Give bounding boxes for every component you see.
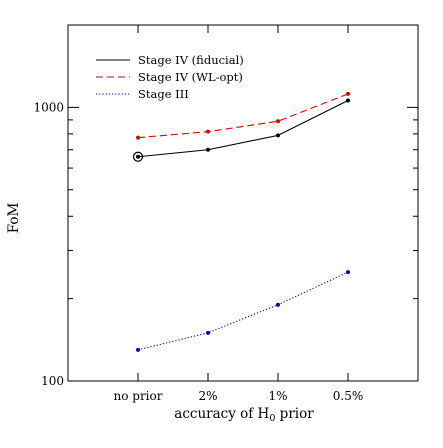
series-1-point-2 [276, 119, 280, 124]
x-axis-title-tail: prior [275, 406, 314, 422]
plot-frame [67, 24, 419, 382]
series-0-point-1 [206, 147, 210, 152]
series-1-point-1 [206, 129, 210, 134]
y-tick-label-0: 100 [41, 374, 64, 388]
series-0-point-3 [346, 98, 350, 103]
x-tick-label-0: no prior [114, 389, 163, 403]
series-0-point-0-ring [132, 151, 144, 162]
series-line-2 [137, 271, 349, 351]
series-2-point-2 [276, 302, 280, 307]
series-0-point-2 [276, 133, 280, 138]
legend-label-1: Stage IV (WL-opt) [138, 70, 243, 84]
series-line-0 [137, 99, 349, 158]
y-tick-label-1: 1000 [33, 100, 64, 114]
series-1-point-3 [346, 91, 350, 96]
series-line-1 [137, 93, 349, 139]
x-axis-title-main: accuracy of H [174, 406, 269, 422]
x-axis-title: accuracy of H0 prior [174, 406, 314, 424]
y-axis-title: FoM [6, 203, 22, 234]
series-2-point-1 [206, 330, 210, 335]
legend-label-2: Stage III [138, 87, 189, 101]
x-tick-label-2: 1% [268, 389, 287, 403]
series-2-point-0 [136, 347, 140, 352]
series-2-point-3 [346, 270, 350, 275]
legend-label-0: Stage IV (fiducial) [138, 53, 244, 67]
series-0-point-0 [136, 154, 140, 159]
x-tick-label-1: 2% [198, 389, 217, 403]
x-axis-title-subscript: 0 [269, 413, 275, 424]
series-1-point-0 [136, 135, 140, 140]
x-tick-label-3: 0.5% [333, 389, 364, 403]
